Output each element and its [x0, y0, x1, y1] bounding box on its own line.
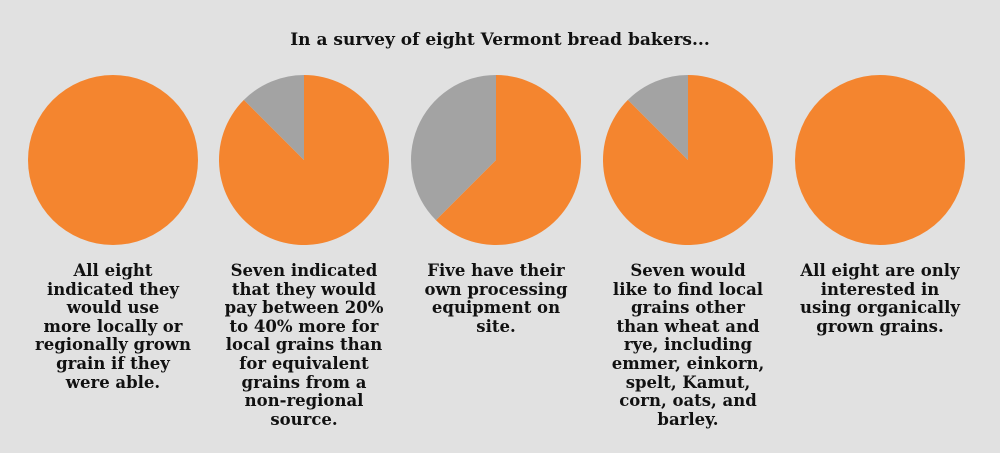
pie-slice-no: [411, 75, 496, 221]
caption-line: for equivalent: [239, 353, 369, 373]
caption-line: spelt, Kamut,: [625, 372, 751, 392]
caption-line: own processing: [424, 279, 568, 299]
chart-title: In a survey of eight Vermont bread baker…: [290, 30, 710, 50]
caption-line: grains other: [630, 298, 746, 318]
caption-line: that they would: [231, 279, 377, 299]
pie-chart-1: [28, 75, 198, 245]
caption-line: Five have their: [427, 261, 565, 280]
caption-line: All eight: [73, 261, 153, 280]
pie-chart-5: [795, 75, 965, 245]
caption-line: emmer, einkorn,: [611, 353, 765, 373]
caption-line: Seven indicated: [230, 261, 378, 280]
caption-line: than wheat and: [616, 316, 760, 336]
caption-line: equipment on: [431, 298, 561, 318]
pie-slice-yes: [603, 75, 773, 246]
caption-line: were able.: [65, 372, 161, 392]
pie-slice-yes: [28, 75, 198, 245]
pie-chart-2: [219, 75, 389, 246]
caption-line: site.: [476, 316, 516, 336]
caption-line: source.: [270, 409, 338, 429]
caption-line: pay between 20%: [224, 298, 384, 318]
pie-chart-3: [411, 75, 581, 246]
caption-line: indicated they: [47, 279, 179, 299]
pie-slice-yes: [435, 75, 581, 246]
caption-line: grown grains.: [816, 316, 944, 336]
pie-caption-1: All eight indicated they would use more loc…: [28, 261, 198, 392]
caption-line: using organically: [800, 298, 960, 318]
pie-slice-yes: [219, 75, 389, 246]
pie-caption-4: Seven would like to find local grains othe…: [603, 261, 773, 429]
caption-line: would use: [66, 298, 160, 318]
caption-line: grains from a: [241, 372, 367, 392]
caption-line: rye, including: [623, 335, 753, 355]
pie-caption-2: Seven indicated that they would pay betwee…: [219, 261, 389, 429]
pie-caption-3: Five have their own processing equipment o…: [411, 261, 581, 336]
caption-line: barley.: [657, 409, 719, 429]
caption-line: more locally or: [43, 316, 183, 336]
pie-caption-5: All eight are only interested in using org…: [795, 261, 965, 336]
pie-slice-no: [627, 75, 688, 160]
pie-chart-4: [603, 75, 773, 246]
pie-slice-no: [243, 75, 304, 160]
caption-line: corn, oats, and: [619, 391, 757, 411]
caption-line: Seven would: [630, 261, 746, 280]
caption-line: regionally grown: [35, 335, 191, 355]
pie-slice-yes: [795, 75, 965, 245]
caption-line: interested in: [820, 279, 940, 299]
caption-line: grain if they: [56, 353, 170, 373]
caption-line: All eight are only: [800, 261, 960, 280]
caption-line: non-regional: [244, 391, 364, 411]
caption-line: local grains than: [225, 335, 383, 355]
caption-line: to 40% more for: [229, 316, 379, 336]
caption-line: like to find local: [612, 279, 764, 299]
